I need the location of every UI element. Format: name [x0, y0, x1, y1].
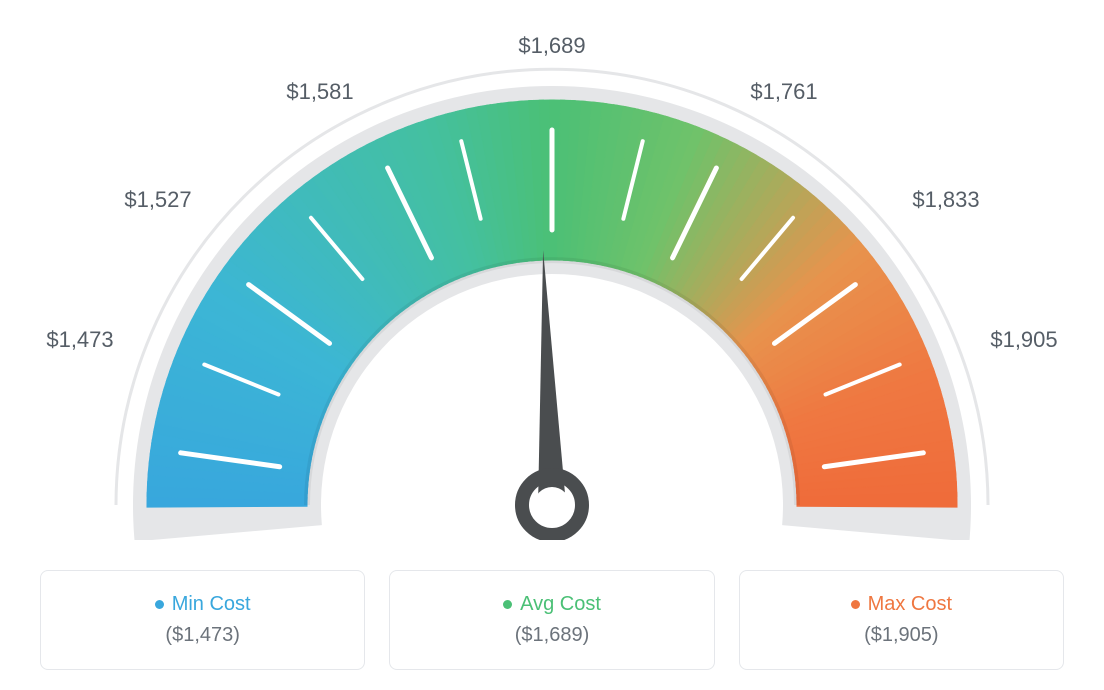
- legend-label-max: Max Cost: [868, 593, 952, 616]
- legend-dot-max: [851, 600, 860, 609]
- legend-dot-min: [155, 600, 164, 609]
- legend-label-min: Min Cost: [172, 593, 251, 616]
- gauge-chart: $1,473 $1,527 $1,581 $1,689 $1,761 $1,833 $1,9…: [0, 0, 1104, 540]
- gauge-tick-label: $1,905: [990, 327, 1057, 353]
- legend-value-min: ($1,473): [165, 624, 240, 647]
- legend-value-max: ($1,905): [864, 624, 939, 647]
- gauge-tick-label: $1,689: [518, 33, 585, 59]
- legend-value-avg: ($1,689): [515, 624, 590, 647]
- gauge-svg: [0, 0, 1104, 540]
- gauge-tick-label: $1,527: [124, 187, 191, 213]
- legend-row: Min Cost ($1,473) Avg Cost ($1,689) Max …: [0, 570, 1104, 690]
- legend-label-avg: Avg Cost: [520, 593, 601, 616]
- legend-card-min: Min Cost ($1,473): [40, 570, 365, 670]
- gauge-tick-label: $1,581: [286, 79, 353, 105]
- legend-card-avg: Avg Cost ($1,689): [389, 570, 714, 670]
- legend-card-max: Max Cost ($1,905): [739, 570, 1064, 670]
- legend-dot-avg: [503, 600, 512, 609]
- gauge-tick-label: $1,833: [912, 187, 979, 213]
- gauge-tick-label: $1,761: [750, 79, 817, 105]
- gauge-tick-label: $1,473: [46, 327, 113, 353]
